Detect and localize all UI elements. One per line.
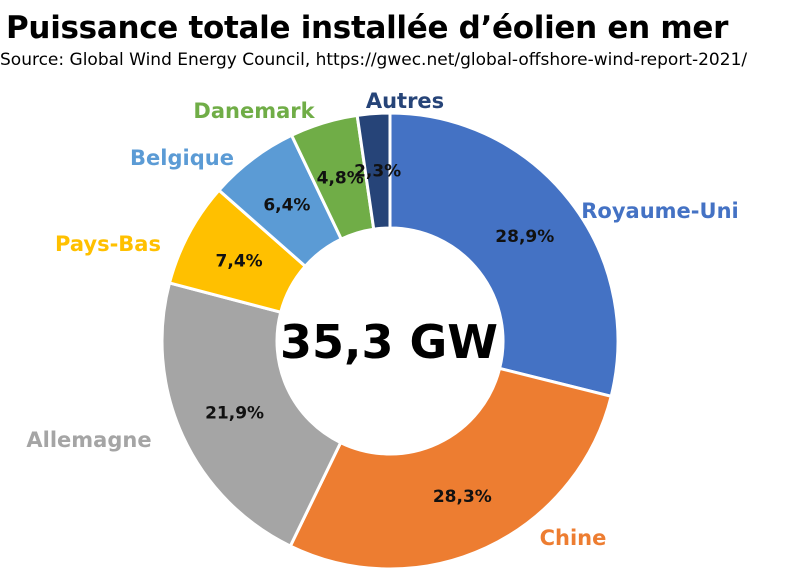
center-total-label: 35,3 GW xyxy=(280,315,498,369)
category-label: Autres xyxy=(366,89,444,113)
value-label: 21,9% xyxy=(205,403,264,423)
category-label: Royaume-Uni xyxy=(581,199,738,223)
category-labels: Royaume-Uni Chine Allemagne Pays-Bas Belgiqu… xyxy=(26,89,738,550)
slice-chine xyxy=(288,366,614,571)
slice-allemagne xyxy=(160,281,343,549)
category-label: Allemagne xyxy=(26,428,151,452)
value-labels: 28,9% 28,3% 21,9% 7,4% 6,4% 4,8%2,3% xyxy=(205,161,554,507)
value-label: 28,3% xyxy=(433,487,492,507)
chart-title: Puissance totale installée d’éolien en m… xyxy=(6,10,729,46)
donut-slices xyxy=(160,111,620,571)
chart-subtitle: Source: Global Wind Energy Council, http… xyxy=(0,50,748,70)
category-label: Pays-Bas xyxy=(55,232,161,256)
value-label: 2,3% xyxy=(354,161,401,181)
slice-autres xyxy=(355,111,392,231)
value-label: 6,4% xyxy=(263,196,310,216)
value-label: 7,4% xyxy=(216,252,263,272)
category-label: Danemark xyxy=(193,99,315,123)
value-label: 4,8% xyxy=(317,168,364,188)
value-label: 28,9% xyxy=(495,227,554,247)
category-label: Belgique xyxy=(130,146,234,170)
slice-royaume-uni xyxy=(388,111,620,399)
category-label: Chine xyxy=(540,526,607,550)
